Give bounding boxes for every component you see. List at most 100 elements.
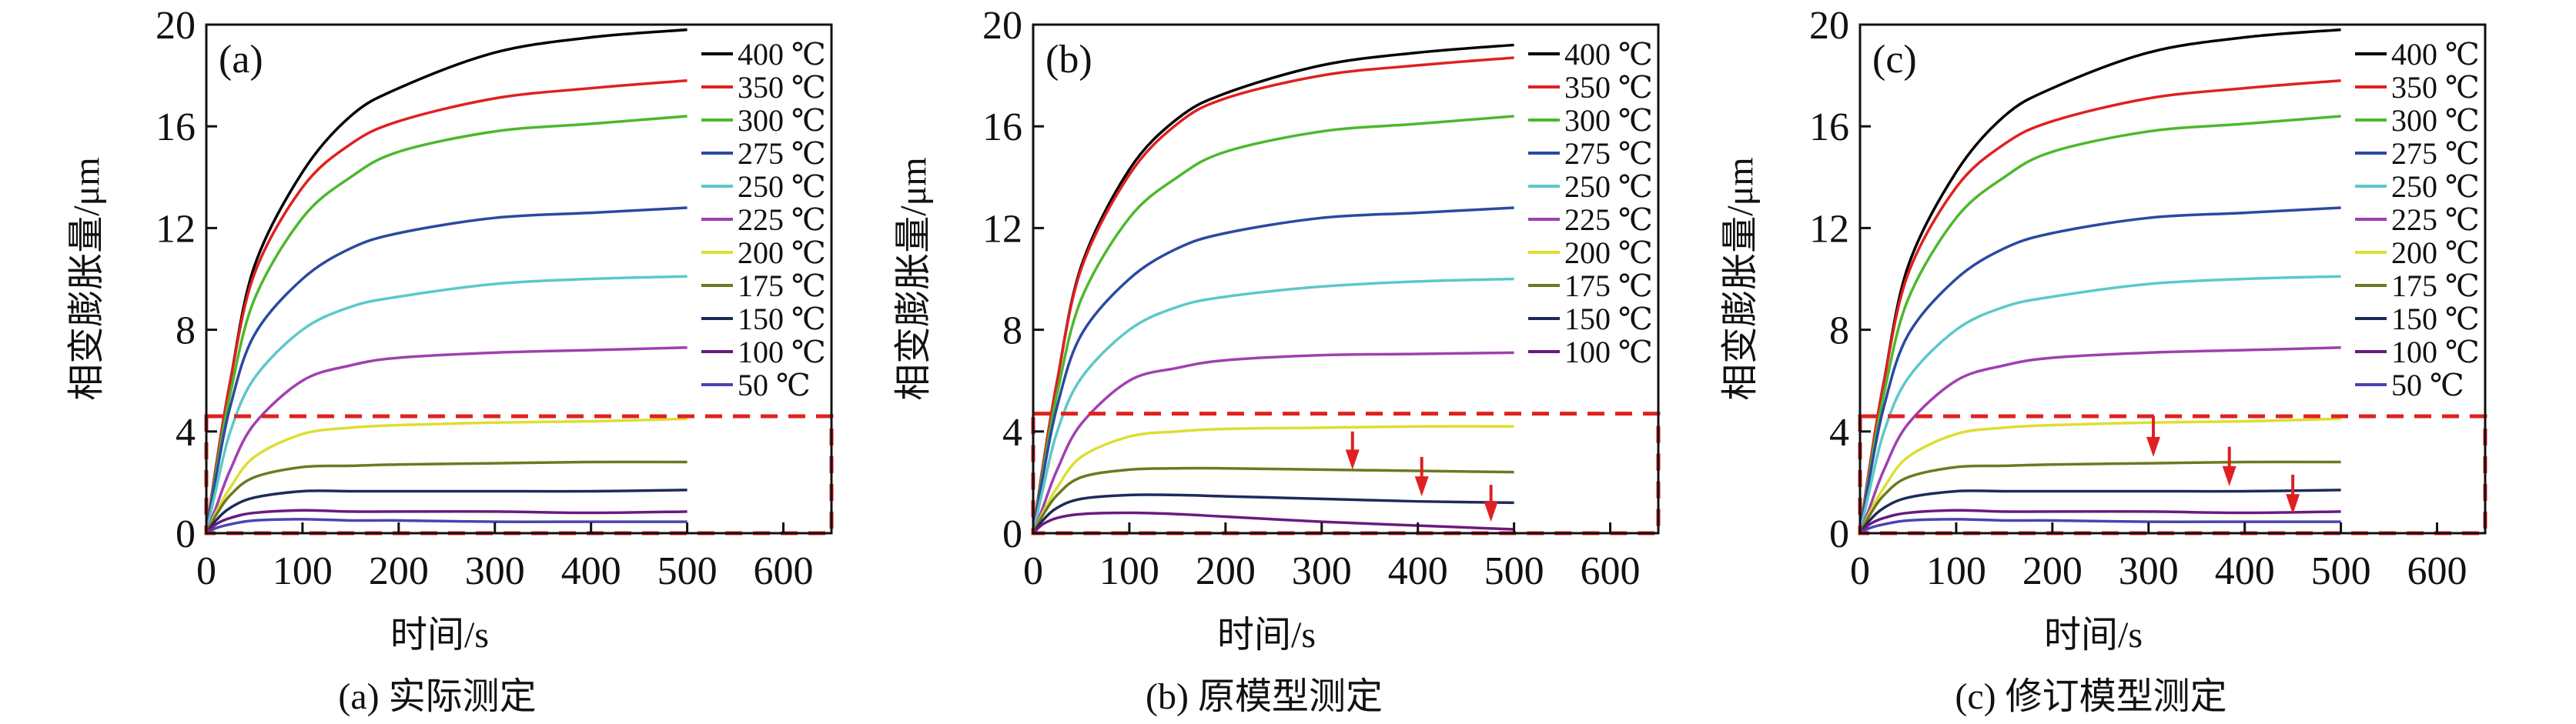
legend-label: 300 ℃	[2391, 103, 2480, 138]
series-line-275	[1858, 206, 2341, 534]
legend-item: 225 ℃	[701, 202, 826, 237]
chart-panel-a: 0 100 200 300 400 500 600 0 4 8 12 16 20 (a) 400 ℃350 …	[66, 4, 834, 717]
legend-item: 250 ℃	[2355, 169, 2480, 204]
x-tick-label: 500	[1484, 549, 1544, 593]
x-tick-label: 300	[2119, 549, 2179, 593]
arrow-head	[2222, 465, 2236, 486]
legend-item: 350 ℃	[1528, 70, 1653, 105]
highlight-box	[1031, 412, 1661, 535]
x-tick-label: 0	[1023, 549, 1043, 593]
x-tick-label: 500	[2311, 549, 2371, 593]
legend-label: 350 ℃	[1564, 70, 1653, 105]
legend-item: 400 ℃	[1528, 37, 1653, 72]
legend-label: 150 ℃	[1564, 302, 1653, 336]
y-tick-label: 0	[1829, 512, 1849, 556]
panel-caption: (b) 原模型测定	[1146, 676, 1383, 717]
series-line-225	[1032, 351, 1514, 534]
series-line-300	[205, 115, 687, 534]
legend-item: 50 ℃	[2355, 368, 2464, 402]
x-axis-label: 时间/s	[1217, 615, 1316, 656]
x-axis-label: 时间/s	[2044, 615, 2143, 656]
legend-item: 175 ℃	[701, 269, 826, 303]
arrow-head	[1484, 502, 1498, 522]
x-tick-label: 400	[1388, 549, 1448, 593]
series-line-250	[205, 275, 687, 534]
legend-label: 150 ℃	[2391, 302, 2480, 336]
legend-item: 50 ℃	[701, 368, 811, 402]
y-tick-label: 16	[1809, 105, 1849, 149]
plot-frame	[1032, 23, 1660, 535]
y-axis-label: 相变膨胀量/μm	[1720, 157, 1761, 400]
legend-label: 400 ℃	[1564, 37, 1653, 72]
legend-label: 275 ℃	[738, 136, 826, 171]
arrow-head	[1414, 476, 1429, 497]
legend-label: 275 ℃	[1564, 136, 1653, 171]
annotation-arrow	[1484, 485, 1498, 522]
x-axis-label: 时间/s	[390, 615, 489, 656]
y-tick-label: 20	[1809, 4, 1849, 48]
legend-label: 300 ℃	[738, 103, 826, 138]
annotation-arrow	[2222, 446, 2236, 486]
arrow-head	[1345, 449, 1360, 470]
legend-label: 225 ℃	[1564, 202, 1653, 237]
series-line-100	[1858, 509, 2341, 535]
legend-label: 250 ℃	[1564, 169, 1653, 204]
legend-item: 300 ℃	[701, 103, 826, 138]
legend-item: 400 ℃	[2355, 37, 2480, 72]
series-line-175	[1032, 466, 1514, 534]
series-line-300	[1858, 115, 2341, 534]
panel-label: (a)	[219, 38, 263, 82]
series-line-200	[205, 417, 687, 534]
legend-item: 300 ℃	[2355, 103, 2480, 138]
legend-item: 250 ℃	[701, 169, 826, 204]
series-line-275	[205, 206, 687, 534]
y-tick-label: 16	[982, 105, 1022, 149]
annotation-arrow	[2286, 474, 2300, 515]
legend-item: 225 ℃	[1528, 202, 1653, 237]
legend-item: 100 ℃	[2355, 335, 2480, 369]
series-line-100	[1032, 511, 1514, 535]
panel-label: (c)	[1872, 38, 1917, 82]
legend-label: 200 ℃	[2391, 235, 2480, 270]
legend-label: 275 ℃	[2391, 136, 2480, 171]
series-line-250	[1032, 277, 1514, 534]
legend-item: 250 ℃	[1528, 169, 1653, 204]
y-tick-label: 0	[1002, 512, 1022, 556]
legend-item: 175 ℃	[1528, 269, 1653, 303]
y-axis-label: 相变膨胀量/μm	[66, 157, 107, 400]
plot-frame	[205, 23, 833, 535]
legend-label: 250 ℃	[738, 169, 826, 204]
series-line-300	[1032, 115, 1514, 534]
legend-item: 400 ℃	[701, 37, 826, 72]
y-tick-label: 4	[1002, 411, 1022, 455]
legend-label: 150 ℃	[738, 302, 826, 336]
x-tick-label: 300	[465, 549, 525, 593]
x-tick-label: 400	[561, 549, 621, 593]
x-tick-label: 600	[754, 549, 814, 593]
series-line-350	[1858, 78, 2341, 534]
panel-caption: (c) 修订模型测定	[1955, 676, 2226, 717]
legend-item: 200 ℃	[1528, 235, 1653, 270]
y-tick-label: 4	[176, 411, 196, 455]
series-line-400	[205, 28, 687, 534]
legend-label: 400 ℃	[2391, 37, 2480, 72]
legend-item: 150 ℃	[1528, 302, 1653, 336]
x-tick-label: 100	[1926, 549, 1986, 593]
series-line-50	[206, 518, 687, 535]
legend-item: 100 ℃	[1528, 335, 1653, 369]
x-tick-label: 0	[196, 549, 216, 593]
x-tick-label: 600	[1581, 549, 1641, 593]
legend-label: 50 ℃	[738, 368, 811, 402]
x-tick-label: 200	[2022, 549, 2083, 593]
legend-label: 225 ℃	[738, 202, 826, 237]
x-tick-label: 200	[369, 549, 429, 593]
series-line-400	[1032, 43, 1514, 534]
annotation-arrow	[1345, 431, 1360, 470]
legend-label: 350 ℃	[2391, 70, 2480, 105]
legend-label: 100 ℃	[2391, 335, 2480, 369]
y-axis-label: 相变膨胀量/μm	[893, 157, 934, 400]
series-line-175	[1858, 460, 2341, 534]
